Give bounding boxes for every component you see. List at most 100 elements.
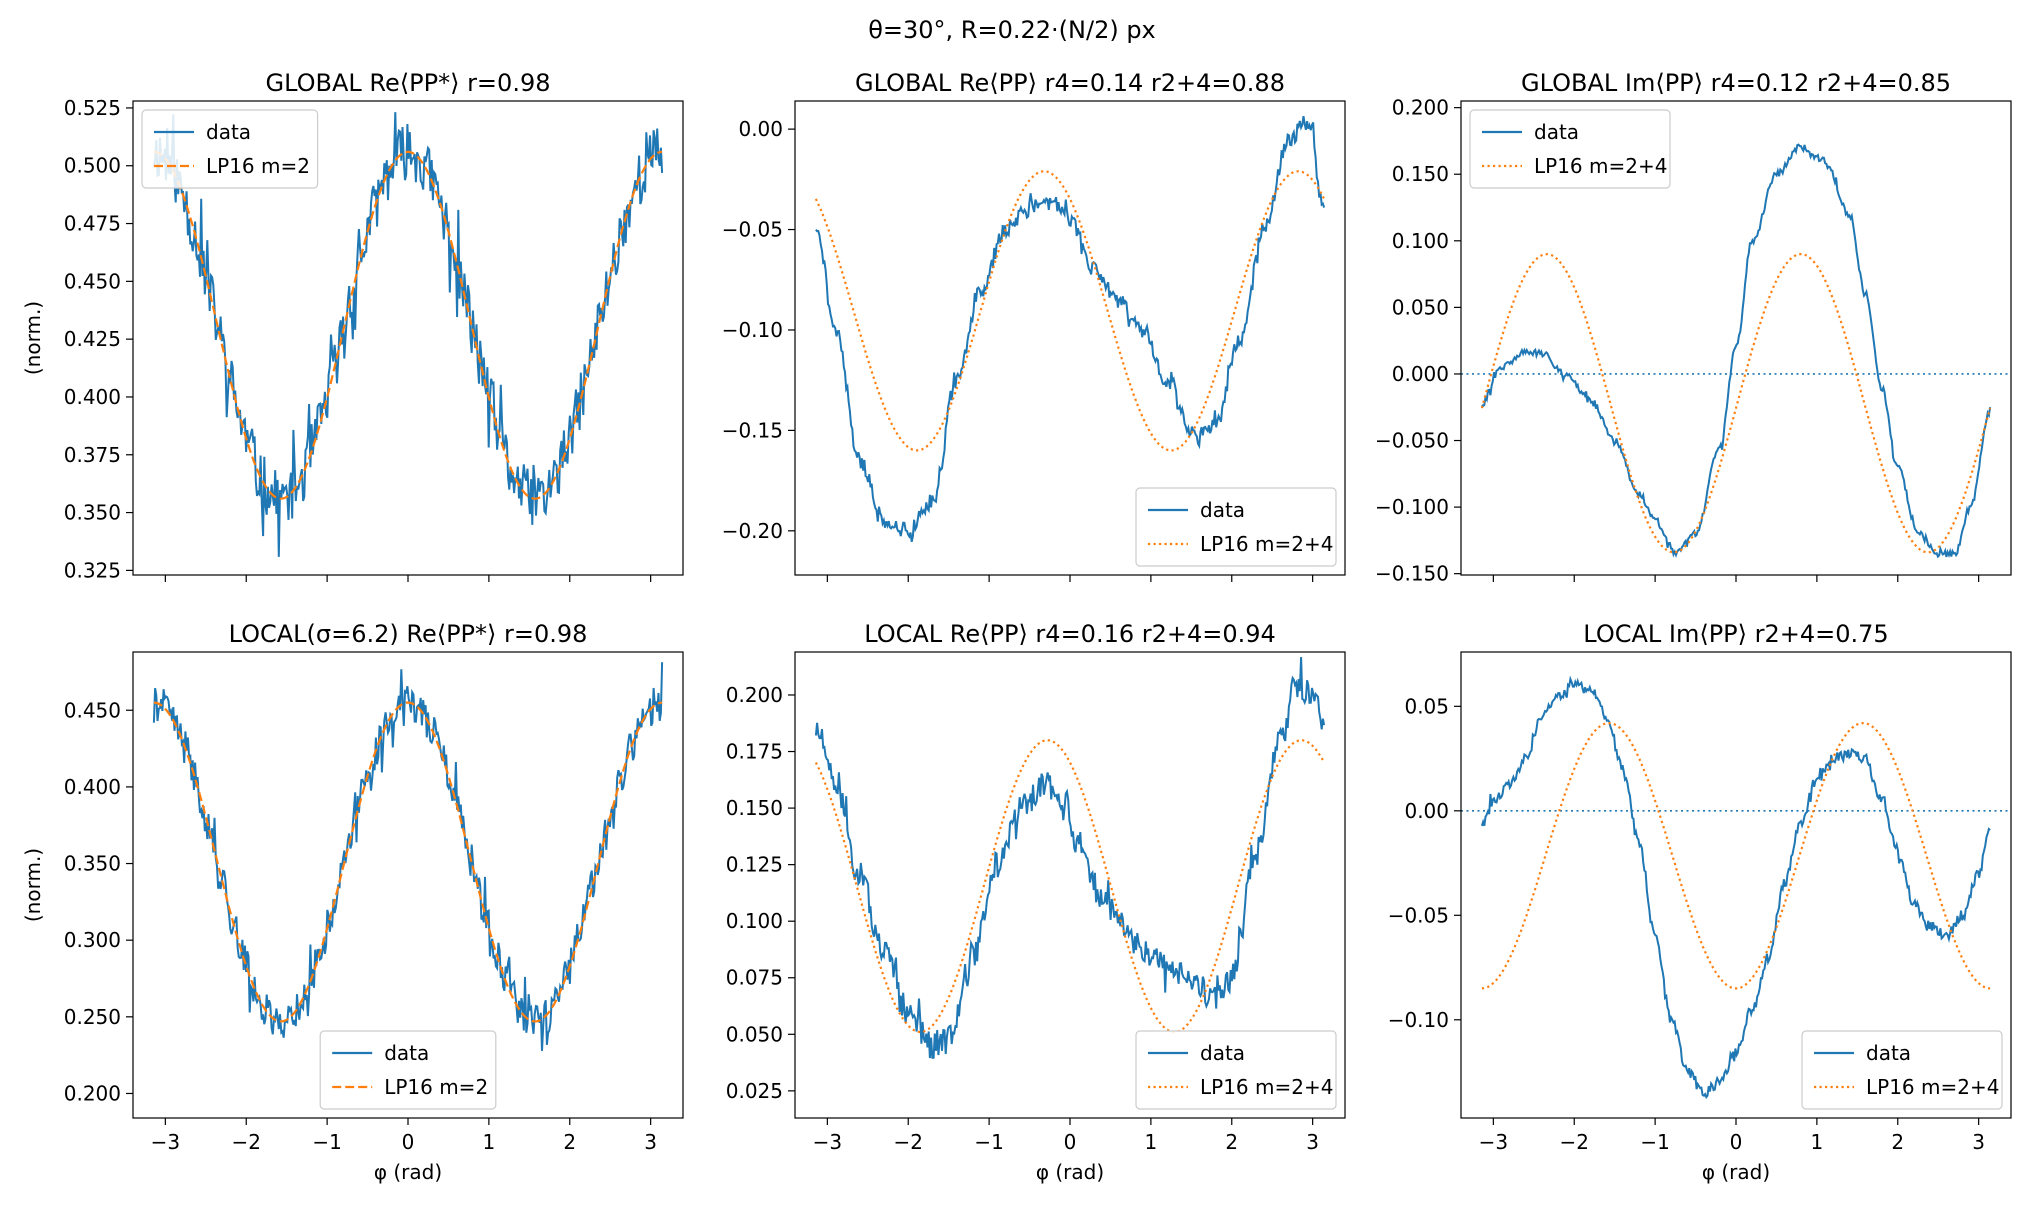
y-tick-label: −0.20 bbox=[722, 519, 783, 543]
y-tick-label: 0.450 bbox=[64, 269, 121, 293]
y-tick-label: 0.050 bbox=[726, 1022, 783, 1046]
y-tick-label: 0.100 bbox=[1392, 229, 1449, 253]
y-tick-label: 0.125 bbox=[726, 853, 783, 877]
x-tick-label: 3 bbox=[1972, 1130, 1985, 1154]
panel-p00: GLOBAL Re⟨PP*⟩ r=0.98 0.325 0.350 0.375 0.40… bbox=[21, 69, 684, 582]
plot-area bbox=[814, 656, 1326, 1059]
x-tick-label: −3 bbox=[151, 1130, 180, 1154]
legend: data LP16 m=2+4 bbox=[1135, 1030, 1337, 1110]
panels: GLOBAL Re⟨PP*⟩ r=0.98 0.325 0.350 0.375 0.40… bbox=[21, 69, 2012, 1184]
y-tick-label: 0.350 bbox=[64, 501, 121, 525]
panel-p02: GLOBAL Im⟨PP⟩ r4=0.12 r2+4=0.85 −0.150 −0.… bbox=[1375, 69, 2012, 586]
legend-label: data bbox=[1200, 1041, 1245, 1065]
x-tick-label: −2 bbox=[231, 1130, 260, 1154]
y-tick-label: 0.175 bbox=[726, 740, 783, 764]
x-tick-label: −3 bbox=[813, 1130, 842, 1154]
x-axis-label: φ (rad) bbox=[374, 1160, 442, 1184]
y-axis-label: (norm.) bbox=[21, 301, 45, 375]
y-tick-label: 0.475 bbox=[64, 212, 121, 236]
series-line-data bbox=[1480, 675, 1991, 1100]
y-tick-label: 0.400 bbox=[64, 775, 121, 799]
y-tick-label: 0.100 bbox=[726, 909, 783, 933]
y-tick-label: 0.200 bbox=[1392, 96, 1449, 120]
series-line-fit bbox=[153, 150, 663, 500]
legend: data LP16 m=2 bbox=[319, 1030, 497, 1110]
plot-area bbox=[152, 662, 664, 1051]
y-tick-label: −0.10 bbox=[722, 318, 783, 342]
legend-box bbox=[319, 1030, 497, 1110]
x-tick-label: 0 bbox=[402, 1130, 415, 1154]
y-tick-label: 0.200 bbox=[726, 683, 783, 707]
panel-p01: GLOBAL Re⟨PP⟩ r4=0.14 r2+4=0.88 −0.20 −0.1… bbox=[722, 69, 1346, 582]
legend-box bbox=[1801, 1030, 2003, 1110]
plot-area bbox=[1461, 675, 2011, 1100]
panel-p10: LOCAL(σ=6.2) Re⟨PP*⟩ r=0.98 0.200 0.250 0.3… bbox=[21, 620, 684, 1184]
y-tick-label: 0.050 bbox=[1392, 295, 1449, 319]
y-tick-label: 0.075 bbox=[726, 966, 783, 990]
panel-title: GLOBAL Im⟨PP⟩ r4=0.12 r2+4=0.85 bbox=[1521, 69, 1951, 97]
y-tick-label: 0.300 bbox=[64, 928, 121, 952]
panel-p11: LOCAL Re⟨PP⟩ r4=0.16 r2+4=0.94 0.025 0.050… bbox=[726, 620, 1346, 1184]
x-tick-label: −1 bbox=[1640, 1130, 1669, 1154]
x-tick-label: 2 bbox=[1891, 1130, 1904, 1154]
legend-label: data bbox=[206, 120, 251, 144]
series-line-data bbox=[814, 656, 1326, 1059]
legend-label: LP16 m=2+4 bbox=[1200, 1075, 1333, 1099]
y-tick-label: 0.200 bbox=[64, 1081, 121, 1105]
y-tick-label: 0.00 bbox=[738, 117, 783, 141]
legend: data LP16 m=2 bbox=[141, 109, 319, 189]
x-tick-label: 0 bbox=[1064, 1130, 1077, 1154]
legend-label: data bbox=[1866, 1041, 1911, 1065]
legend-label: LP16 m=2+4 bbox=[1534, 154, 1667, 178]
legend-label: data bbox=[1200, 498, 1245, 522]
legend-label: data bbox=[384, 1041, 429, 1065]
legend-label: LP16 m=2+4 bbox=[1200, 532, 1333, 556]
series-line-data bbox=[152, 662, 664, 1051]
y-tick-label: −0.05 bbox=[722, 218, 783, 242]
axes-frame bbox=[132, 651, 684, 1119]
legend-box bbox=[141, 109, 319, 189]
y-tick-label: −0.05 bbox=[1388, 903, 1449, 927]
y-tick-label: 0.150 bbox=[726, 796, 783, 820]
figure-suptitle: θ=30°, R=0.22·(N/2) px bbox=[868, 16, 1156, 44]
x-tick-label: −2 bbox=[1559, 1130, 1588, 1154]
y-tick-label: 0.400 bbox=[64, 385, 121, 409]
legend-label: data bbox=[1534, 120, 1579, 144]
legend-label: LP16 m=2+4 bbox=[1866, 1075, 1999, 1099]
panel-title: LOCAL Im⟨PP⟩ r2+4=0.75 bbox=[1583, 620, 1888, 648]
y-tick-label: 0.000 bbox=[1392, 362, 1449, 386]
y-tick-label: 0.525 bbox=[64, 96, 121, 120]
legend: data LP16 m=2+4 bbox=[1469, 109, 1671, 189]
plot-area bbox=[814, 115, 1326, 543]
y-tick-label: 0.025 bbox=[726, 1079, 783, 1103]
y-tick-label: 0.450 bbox=[64, 698, 121, 722]
y-tick-label: 0.500 bbox=[64, 154, 121, 178]
x-axis-label: φ (rad) bbox=[1036, 1160, 1104, 1184]
y-tick-label: −0.050 bbox=[1375, 429, 1449, 453]
y-tick-label: −0.150 bbox=[1375, 562, 1449, 586]
x-tick-label: −3 bbox=[1479, 1130, 1508, 1154]
y-tick-label: 0.325 bbox=[64, 558, 121, 582]
y-tick-label: 0.150 bbox=[1392, 162, 1449, 186]
series-line-data bbox=[1481, 143, 1992, 559]
y-axis-label: (norm.) bbox=[21, 848, 45, 922]
x-tick-label: 0 bbox=[1730, 1130, 1743, 1154]
y-tick-label: −0.100 bbox=[1375, 495, 1449, 519]
plot-area bbox=[1461, 143, 2011, 559]
x-tick-label: 2 bbox=[563, 1130, 576, 1154]
series-line-fit bbox=[1480, 252, 1992, 554]
axes-frame bbox=[794, 651, 1346, 1119]
series-line-fit bbox=[153, 701, 663, 1023]
legend-label: LP16 m=2 bbox=[384, 1075, 488, 1099]
x-tick-label: 1 bbox=[1811, 1130, 1824, 1154]
x-tick-label: 1 bbox=[1145, 1130, 1158, 1154]
series-line-fit bbox=[814, 739, 1326, 1034]
x-tick-label: 2 bbox=[1225, 1130, 1238, 1154]
x-tick-label: −2 bbox=[893, 1130, 922, 1154]
x-tick-label: −1 bbox=[312, 1130, 341, 1154]
legend: data LP16 m=2+4 bbox=[1135, 487, 1337, 567]
panel-title: GLOBAL Re⟨PP⟩ r4=0.14 r2+4=0.88 bbox=[855, 69, 1285, 97]
y-tick-label: −0.10 bbox=[1388, 1008, 1449, 1032]
axes-frame bbox=[794, 100, 1346, 576]
